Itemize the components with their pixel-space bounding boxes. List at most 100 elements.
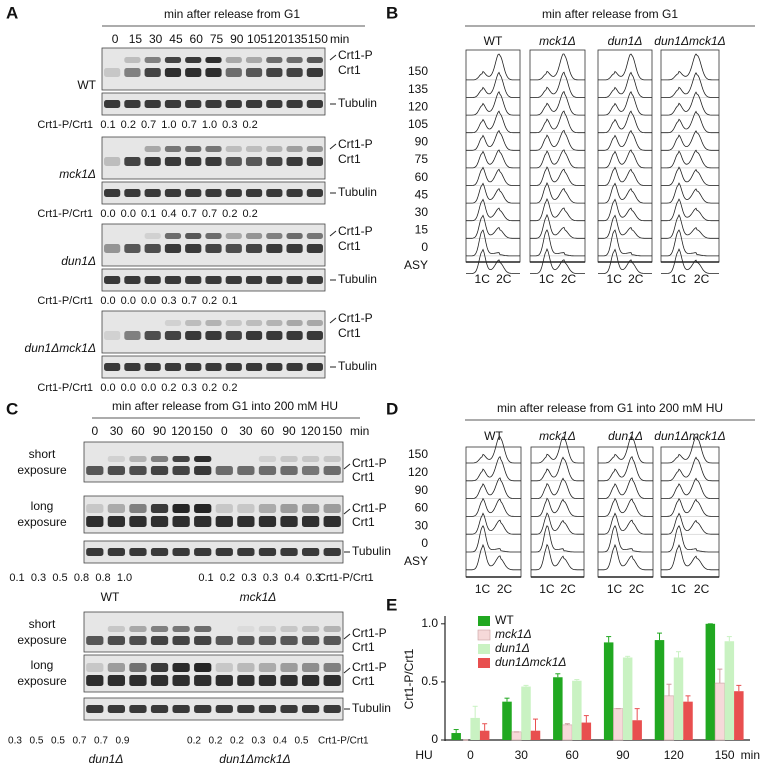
band [172, 456, 190, 462]
band [225, 363, 242, 371]
histogram-trace [530, 229, 585, 257]
band [107, 516, 126, 527]
band [205, 146, 222, 152]
band [266, 189, 283, 197]
band [124, 189, 141, 197]
histogram-trace [661, 456, 719, 482]
band [107, 456, 126, 462]
band [86, 516, 104, 527]
band [150, 548, 169, 556]
panel-header: min after release from G1 into 200 mM HU [497, 401, 723, 415]
bar [572, 680, 582, 740]
band [164, 68, 182, 77]
histogram-trace [466, 512, 521, 535]
blot [83, 654, 344, 693]
band [129, 466, 147, 475]
band-label: Crt1-P [338, 224, 373, 238]
band [323, 466, 341, 475]
band [301, 705, 320, 713]
band [286, 57, 303, 63]
histogram-trace [466, 182, 520, 204]
band [144, 68, 161, 77]
bar [479, 730, 490, 740]
histogram-trace [598, 229, 652, 257]
histogram-trace [661, 436, 719, 464]
band [286, 146, 303, 152]
row-label: 105 [408, 117, 428, 131]
y-tick-label: 1.0 [421, 616, 438, 630]
ratio-value: 0.7 [73, 736, 87, 747]
x-tick-label: 90 [616, 748, 630, 762]
dna-label: 1C [671, 272, 687, 286]
band [266, 57, 283, 63]
legend-swatch [478, 658, 490, 668]
band-label: Crt1-P [338, 311, 373, 325]
panel-letter: E [386, 595, 397, 614]
band [215, 516, 233, 527]
ratio-value: 0.2 [220, 572, 235, 584]
band [225, 68, 242, 77]
dna-label: 1C [475, 582, 491, 596]
label-pointer [343, 463, 351, 470]
band [280, 466, 298, 475]
ratio-label: Crt1-P/Crt1 [37, 382, 93, 394]
band [86, 466, 104, 475]
band [144, 331, 161, 340]
band-label: Crt1 [352, 470, 375, 484]
y-tick-label: 0.5 [421, 674, 438, 688]
ratio-value: 0.3 [241, 572, 256, 584]
histogram-trace [661, 91, 719, 116]
lane-label: 15 [129, 32, 143, 46]
x-axis-label: HU [415, 748, 432, 762]
histogram-trace [661, 182, 719, 204]
error-bar [472, 705, 478, 718]
strain-label: mck1Δ [240, 590, 277, 604]
band [150, 456, 169, 462]
blot [83, 540, 344, 564]
panel-letter: C [6, 399, 18, 418]
ratio-label: Crt1-P/Crt1 [318, 736, 369, 747]
error-bar [726, 636, 732, 642]
dna-label: 1C [607, 582, 623, 596]
band-label: Crt1 [338, 63, 361, 77]
band [286, 320, 303, 326]
band [306, 146, 323, 152]
ratio-value: 0.2 [242, 119, 257, 131]
ratio-value: 0.2 [209, 736, 223, 747]
band-label: Tubulin [338, 359, 377, 373]
dna-label: 2C [497, 582, 513, 596]
strain-label: dun1Δmck1Δ [654, 429, 725, 443]
band [144, 233, 161, 239]
row-label: 45 [415, 187, 429, 201]
bar [734, 691, 744, 740]
dna-label: 2C [694, 582, 710, 596]
ratio-value: 0.5 [30, 736, 44, 747]
ratio-value: 0.1 [9, 572, 24, 584]
band [124, 276, 141, 284]
row-label: 30 [415, 518, 429, 532]
band [266, 157, 283, 166]
histogram-trace [530, 182, 585, 204]
dna-label: 2C [694, 272, 710, 286]
band [301, 663, 320, 672]
band [225, 244, 242, 253]
bar [714, 682, 725, 741]
exposure-label: short [29, 447, 56, 461]
panel-letter: D [386, 399, 398, 418]
band [280, 675, 298, 686]
band [215, 548, 233, 556]
band [107, 636, 126, 645]
y-axis-label: Crt1-P/Crt1 [402, 648, 416, 709]
band [280, 504, 298, 513]
band-label: Crt1-P [338, 137, 373, 151]
band-label: Crt1-P [352, 626, 387, 640]
band [306, 363, 323, 371]
band [150, 466, 169, 475]
ratio-value: 0.2 [202, 382, 217, 394]
bar [724, 641, 735, 740]
strain-label: dun1Δ [608, 429, 643, 443]
panel-header: min after release from G1 [164, 7, 300, 21]
histogram-trace [530, 90, 585, 116]
band [86, 504, 104, 513]
band [107, 705, 126, 713]
